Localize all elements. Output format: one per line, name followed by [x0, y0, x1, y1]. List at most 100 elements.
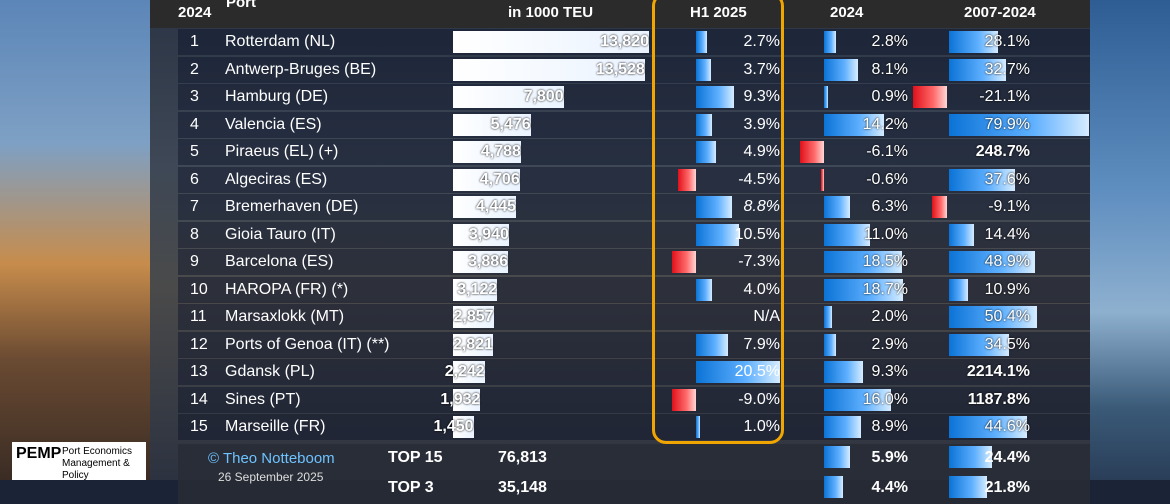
h1-growth-bar: [677, 168, 696, 191]
teu-bar: [453, 416, 474, 438]
teu-bar: [453, 141, 521, 163]
growth-2024-value: 2.9%: [871, 335, 908, 353]
totals-label: TOP 3: [388, 479, 434, 496]
growth-2007-2024-value: 28.1%: [984, 33, 1030, 50]
logo-line-1: Port Economics: [62, 446, 133, 457]
totals-2024-value: 4.4%: [871, 479, 908, 496]
rank-cell: 6: [190, 170, 199, 188]
h1-growth-bar: [696, 58, 712, 81]
h1-growth-bar: [696, 113, 712, 136]
growth-2007-2024-bar: [949, 416, 1028, 438]
growth-2024-bar: [824, 333, 837, 356]
h1-growth-value: 20.5%: [734, 363, 780, 380]
port-name: Marsaxlokk (MT): [225, 308, 345, 325]
growth-2007-2024-bar: [949, 306, 1038, 328]
growth-2024-value: 18.5%: [862, 253, 908, 270]
table-row: 5 Piraeus (EL) (+) 4,788 4.9% -6.1% 248.7%: [178, 139, 1090, 165]
teu-bar: [453, 223, 509, 246]
growth-2007-2024-bar: [949, 251, 1035, 273]
rank-cell: 12: [190, 335, 208, 353]
table-row: 13 Gdansk (PL) 2,242 20.5% 9.3% 2214.1%: [178, 359, 1090, 385]
growth-2024-bar: [824, 223, 871, 246]
teu-value: 13,820: [600, 33, 649, 50]
table-row: 6 Algeciras (ES) 4,706 -4.5% -0.6% 37.6%: [178, 166, 1090, 193]
teu-bar: [453, 388, 481, 411]
rank-cell: 9: [190, 253, 199, 270]
h1-growth-value: 8.8%: [743, 198, 780, 215]
header-h1: H1 2025: [690, 4, 747, 21]
growth-2007-2024-bar: [949, 168, 1015, 191]
teu-bar: [453, 251, 509, 273]
h1-growth-bar: [696, 278, 713, 301]
port-name: Piraeus (EL) (+): [225, 143, 339, 160]
teu-bar: [453, 306, 494, 328]
h1-growth-bar: [696, 416, 701, 438]
growth-2007-2024-value: 34.5%: [984, 335, 1030, 353]
growth-2007-2024-bar: [949, 223, 975, 246]
growth-2007-2024-value: -21.1%: [979, 88, 1030, 105]
teu-value: 2,857: [453, 308, 494, 325]
teu-value: 5,476: [490, 115, 531, 133]
rank-cell: 3: [190, 88, 199, 105]
growth-2007-2024-value: -9.1%: [988, 198, 1030, 215]
h1-growth-value: 3.7%: [743, 60, 780, 78]
teu-bar: [453, 361, 485, 383]
teu-bar: [453, 278, 498, 301]
h1-growth-value: 4.9%: [743, 143, 780, 160]
growth-2007-2024-value: 32.7%: [984, 60, 1030, 78]
teu-value: 13,528: [595, 60, 645, 78]
h1-2025-highlight-frame: [652, 0, 784, 444]
growth-2007-2024-value: 1187.8%: [967, 390, 1030, 408]
rank-cell: 13: [190, 363, 208, 380]
growth-2024-value: 6.3%: [871, 198, 908, 215]
h1-growth-bar: [696, 31, 708, 53]
growth-2024-bar: [824, 58, 859, 81]
growth-2024-value: 2.8%: [871, 33, 908, 50]
growth-2024-bar: [824, 416, 862, 438]
rank-cell: 4: [190, 115, 199, 133]
growth-2007-2024-bar: [949, 58, 1007, 81]
h1-growth-value: 7.9%: [743, 335, 780, 353]
growth-2007-2024-bar: [949, 333, 1010, 356]
h1-growth-bar: [672, 388, 696, 411]
growth-2007-2024-value: 2214.1%: [966, 363, 1030, 380]
growth-2007-2024-bar: [949, 31, 999, 53]
h1-growth-value: 3.9%: [743, 115, 780, 133]
logo-line-2: Management & Policy: [62, 458, 130, 481]
growth-2024-bar: [824, 113, 884, 136]
h1-growth-value: 2.7%: [743, 33, 780, 50]
table-header: 2024 Port in 1000 TEU H1 2025 2024 2007-…: [150, 0, 1090, 28]
table-row: 12 Ports of Genoa (IT) (**) 2,821 7.9% 2.9% 3…: [178, 331, 1090, 358]
totals-2007-2024-bar: [949, 446, 992, 468]
h1-growth-bar: [696, 141, 717, 163]
growth-2007-2024-value: 50.4%: [984, 308, 1030, 325]
totals-2024-value: 5.9%: [871, 449, 908, 466]
growth-2007-2024-bar: [931, 196, 947, 218]
totals-label: TOP 15: [388, 449, 443, 466]
port-photo-right: [1090, 0, 1170, 480]
teu-bar: [453, 86, 564, 108]
h1-growth-value: N/A: [753, 308, 780, 325]
rank-cell: 14: [190, 390, 208, 408]
teu-value: 3,886: [468, 253, 509, 270]
growth-2007-2024-bar: [913, 86, 947, 108]
port-name: Rotterdam (NL): [225, 33, 336, 50]
teu-bar: [453, 196, 517, 218]
teu-value: 7,800: [523, 88, 564, 105]
growth-2024-bar: [824, 196, 851, 218]
growth-2024-value: 8.9%: [871, 418, 908, 435]
growth-2007-2024-value: 79.9%: [984, 115, 1030, 133]
teu-bar: [453, 113, 531, 136]
h1-growth-value: 9.3%: [743, 88, 780, 105]
port-name: HAROPA (FR) (*): [225, 280, 349, 298]
teu-value: 1,450: [433, 418, 474, 435]
growth-2024-bar: [824, 278, 903, 301]
teu-bar: [453, 31, 649, 53]
port-name: Marseille (FR): [225, 418, 326, 435]
rank-cell: 11: [190, 308, 207, 325]
table-row: 2 Antwerp-Bruges (BE) 13,528 3.7% 8.1% 32.7%: [178, 56, 1090, 83]
growth-2024-bar: [824, 251, 902, 273]
h1-growth-value: 10.5%: [734, 225, 780, 243]
teu-value: 2,242: [444, 363, 485, 380]
growth-2024-value: 0.9%: [871, 88, 908, 105]
